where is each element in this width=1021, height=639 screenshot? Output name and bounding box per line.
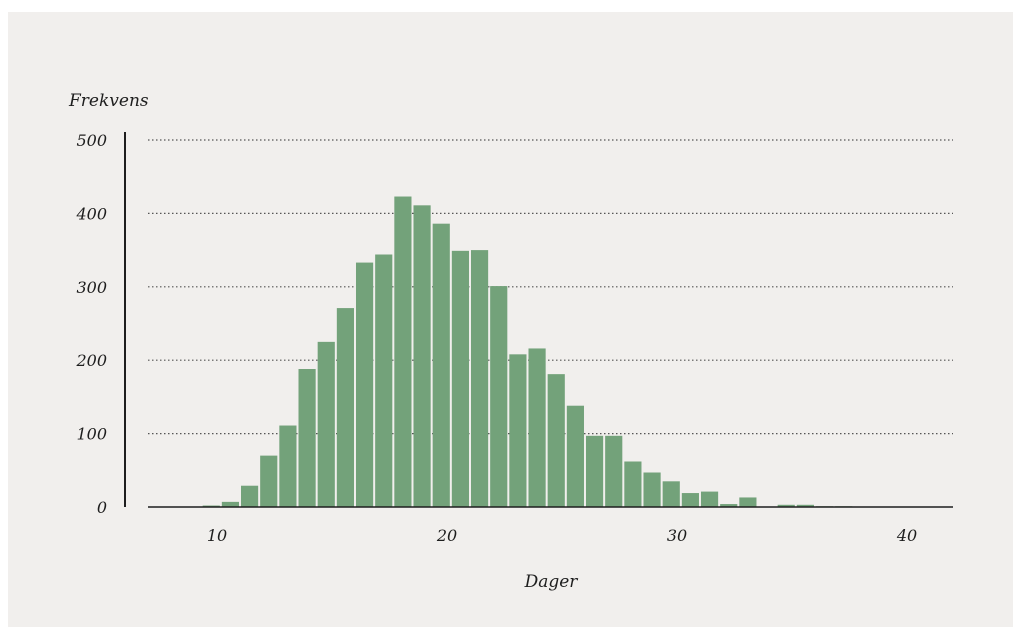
histogram-bar — [624, 461, 642, 507]
x-tick-label: 10 — [207, 526, 227, 545]
y-axis-title: Frekvens — [68, 91, 149, 111]
histogram-bar — [240, 485, 259, 507]
y-tick-label: 200 — [75, 351, 107, 370]
histogram-bar — [375, 254, 393, 507]
y-tick-labels: 0 100 200 300 400 500 — [75, 131, 107, 517]
histogram-bar — [317, 341, 335, 507]
y-tick-label: 100 — [76, 425, 107, 444]
x-tick-label: 40 — [896, 526, 917, 545]
histogram-bar — [566, 405, 584, 507]
histogram-bar — [739, 497, 757, 507]
x-tick-label: 20 — [436, 526, 457, 545]
histogram-bar — [796, 504, 814, 507]
histogram-bar — [585, 435, 604, 507]
histogram-bar — [643, 472, 661, 507]
histogram-bar — [777, 504, 795, 507]
histogram-bar — [470, 250, 489, 507]
y-tick-label: 300 — [76, 278, 107, 297]
histogram-bar — [298, 369, 316, 507]
histogram-bar — [700, 491, 719, 507]
histogram-bar — [221, 501, 239, 507]
histogram-bar — [547, 374, 565, 507]
histogram-bar — [260, 455, 278, 507]
y-tick-label: 500 — [76, 131, 107, 150]
histogram-bar — [336, 308, 354, 507]
x-tick-labels: 10 20 30 40 — [207, 526, 917, 545]
y-tick-label: 0 — [97, 498, 107, 517]
histogram-bar — [490, 286, 508, 507]
bars — [202, 196, 853, 508]
histogram-bar — [509, 354, 527, 507]
histogram-bar — [720, 504, 738, 507]
histogram-bar — [528, 348, 546, 507]
histogram-bar — [413, 205, 431, 508]
y-tick-label: 400 — [75, 204, 107, 223]
x-tick-label: 30 — [667, 526, 687, 545]
chart-background — [8, 12, 1013, 627]
histogram-bar — [451, 250, 469, 508]
histogram-bar — [662, 481, 680, 507]
histogram-bar — [605, 435, 623, 507]
histogram-bar — [394, 196, 412, 507]
histogram-bar — [432, 223, 450, 507]
histogram-bar — [279, 425, 297, 507]
histogram-bar — [355, 262, 374, 507]
histogram-bar — [681, 493, 699, 507]
x-axis-title: Dager — [524, 572, 579, 592]
